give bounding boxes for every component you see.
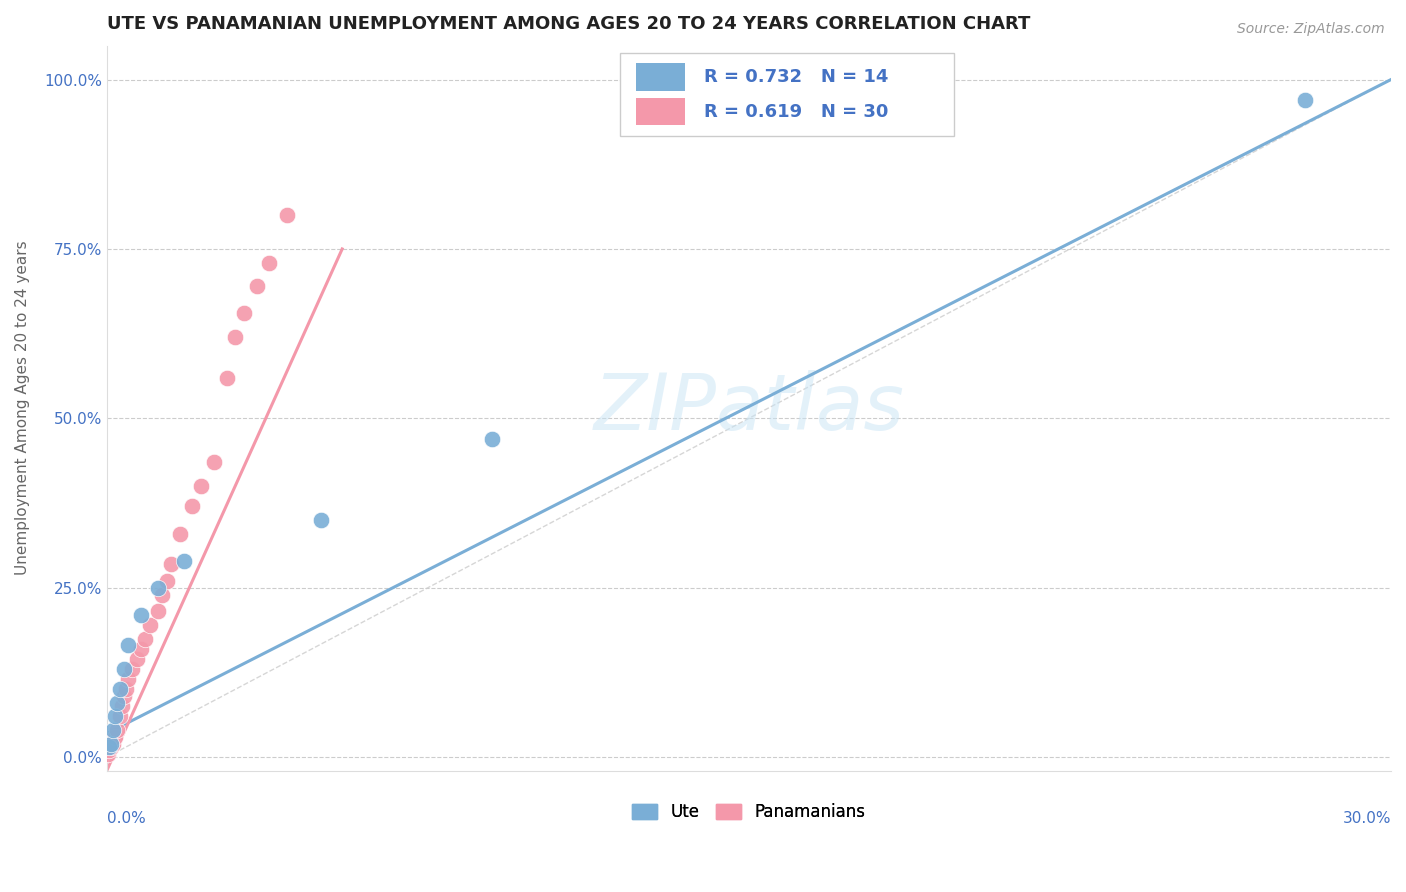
- Point: [104, 709, 127, 723]
- Point: [169, 526, 191, 541]
- Point: [111, 699, 134, 714]
- Point: [232, 306, 254, 320]
- Point: [245, 279, 267, 293]
- Point: [146, 581, 169, 595]
- FancyBboxPatch shape: [636, 63, 685, 91]
- Point: [97, 739, 120, 754]
- Text: 0.0%: 0.0%: [107, 811, 145, 826]
- Text: R = 0.732   N = 14: R = 0.732 N = 14: [704, 68, 889, 86]
- Point: [129, 607, 152, 622]
- Point: [129, 641, 152, 656]
- Point: [259, 255, 281, 269]
- Point: [173, 554, 195, 568]
- Text: UTE VS PANAMANIAN UNEMPLOYMENT AMONG AGES 20 TO 24 YEARS CORRELATION CHART: UTE VS PANAMANIAN UNEMPLOYMENT AMONG AGE…: [107, 15, 1031, 33]
- Point: [97, 743, 120, 757]
- Text: ZIPatlas: ZIPatlas: [593, 370, 904, 446]
- Point: [138, 618, 160, 632]
- Point: [309, 513, 332, 527]
- Point: [156, 574, 179, 588]
- Point: [101, 737, 124, 751]
- Legend: Ute, Panamanians: Ute, Panamanians: [626, 797, 872, 828]
- Point: [112, 662, 135, 676]
- Point: [134, 632, 156, 646]
- Point: [190, 479, 212, 493]
- Point: [215, 370, 238, 384]
- Point: [101, 723, 124, 737]
- Point: [117, 638, 139, 652]
- Point: [108, 709, 131, 723]
- Point: [107, 696, 129, 710]
- Point: [160, 557, 183, 571]
- Point: [1294, 93, 1316, 107]
- Text: Source: ZipAtlas.com: Source: ZipAtlas.com: [1237, 22, 1385, 37]
- Point: [100, 737, 122, 751]
- Point: [125, 652, 148, 666]
- Point: [202, 455, 225, 469]
- Text: 30.0%: 30.0%: [1343, 811, 1391, 826]
- Point: [481, 432, 503, 446]
- Point: [107, 723, 129, 737]
- Point: [104, 730, 127, 744]
- Point: [97, 747, 120, 761]
- Point: [121, 662, 143, 676]
- Point: [181, 500, 204, 514]
- Point: [100, 739, 122, 754]
- Point: [115, 682, 138, 697]
- Text: R = 0.619   N = 30: R = 0.619 N = 30: [704, 103, 889, 120]
- Point: [224, 330, 246, 344]
- Point: [112, 689, 135, 703]
- FancyBboxPatch shape: [620, 53, 955, 136]
- Point: [117, 672, 139, 686]
- Y-axis label: Unemployment Among Ages 20 to 24 years: Unemployment Among Ages 20 to 24 years: [15, 241, 30, 575]
- Point: [276, 208, 298, 222]
- Point: [152, 588, 174, 602]
- Point: [146, 605, 169, 619]
- FancyBboxPatch shape: [636, 98, 685, 126]
- Point: [108, 682, 131, 697]
